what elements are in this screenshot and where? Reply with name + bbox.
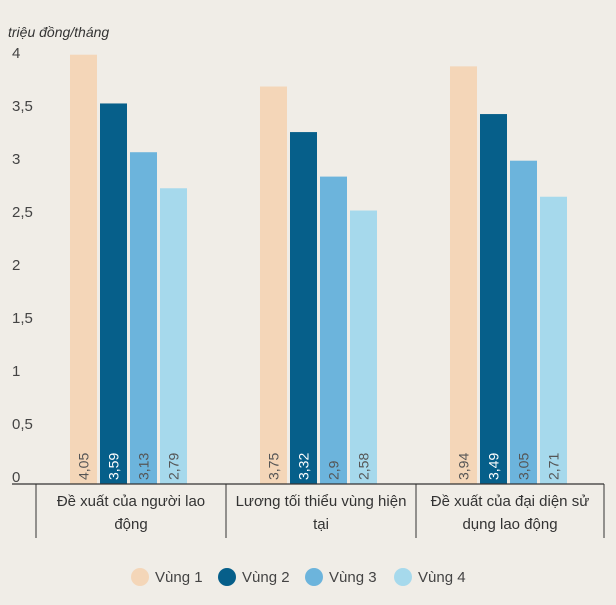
legend-label: Vùng 1 [155, 569, 203, 586]
bar-data-label: 3,94 [456, 453, 472, 480]
y-tick-label: 1 [12, 363, 20, 380]
x-category-label: Lương tối thiểu vùng hiện [236, 493, 407, 510]
bar-vùng-3 [130, 152, 157, 484]
y-axis-unit-label: triệu đồng/tháng [8, 24, 109, 40]
bar-data-label: 2,79 [166, 453, 182, 480]
bar-vùng-2 [290, 132, 317, 484]
legend-swatch [394, 568, 412, 586]
bar-vùng-2 [480, 114, 507, 484]
bar-data-label: 3,59 [106, 453, 122, 480]
bar-data-label: 3,75 [266, 453, 282, 480]
legend-label: Vùng 3 [329, 569, 377, 586]
y-tick-label: 0,5 [12, 416, 33, 433]
bar-vùng-4 [540, 196, 567, 485]
x-category-label: động [114, 516, 147, 533]
bar-data-label: 3,13 [136, 453, 152, 480]
y-tick-label: 2,5 [12, 204, 33, 221]
bar-data-label: 3,05 [516, 453, 532, 480]
legend-swatch [305, 568, 323, 586]
legend-swatch [131, 568, 149, 586]
bar-data-label: 2,71 [546, 453, 562, 480]
bar-data-label: 2,58 [356, 453, 372, 480]
bar-data-label: 4,05 [76, 453, 92, 480]
bar-vùng-3 [510, 160, 537, 484]
bar-data-label: 2,9 [326, 460, 342, 480]
y-tick-label: 3 [12, 151, 20, 168]
bar-vùng-2 [100, 103, 127, 485]
y-tick-label: 0 [12, 469, 20, 486]
y-tick-label: 1,5 [12, 310, 33, 327]
bar-data-label: 3,32 [296, 453, 312, 480]
bar-vùng-3 [320, 176, 347, 484]
x-category-label: tại [313, 516, 329, 533]
bar-vùng-4 [350, 210, 377, 484]
bar-vùng-1 [450, 66, 477, 485]
bar-vùng-1 [260, 86, 287, 484]
x-category-label: dụng lao động [462, 516, 557, 533]
y-tick-label: 3,5 [12, 98, 33, 115]
bar-vùng-1 [70, 54, 97, 484]
bar-vùng-4 [160, 188, 187, 484]
legend-swatch [218, 568, 236, 586]
bar-data-label: 3,49 [486, 453, 502, 480]
x-category-label: Đề xuất của đại diện sử [431, 493, 589, 510]
y-tick-label: 2 [12, 257, 20, 274]
legend-label: Vùng 2 [242, 569, 290, 586]
legend-label: Vùng 4 [418, 569, 466, 586]
y-tick-label: 4 [12, 45, 20, 62]
x-category-label: Đề xuất của người lao [57, 493, 205, 510]
